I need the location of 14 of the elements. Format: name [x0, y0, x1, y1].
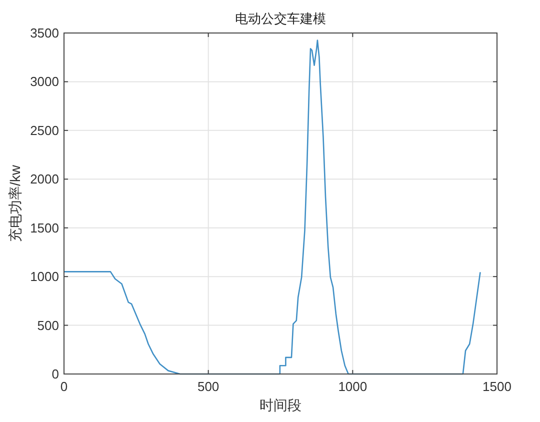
y-tick-label: 3000 — [30, 74, 59, 90]
y-tick-label: 500 — [37, 318, 59, 333]
x-tick-label: 1000 — [338, 379, 368, 394]
x-tick-label: 1500 — [482, 379, 512, 394]
y-axis-title: 充电功率/kw — [7, 164, 23, 242]
x-tick-label: 500 — [197, 379, 220, 394]
y-tick-label: 3500 — [30, 26, 59, 40]
y-tick-label: 2500 — [30, 122, 59, 138]
y-tick-label: 0 — [52, 366, 59, 382]
y-tick-label: 1500 — [30, 220, 59, 236]
y-tick-label: 1000 — [30, 269, 59, 284]
y-tick-label: 2000 — [30, 172, 59, 187]
chart-title: 电动公交车建模 — [235, 11, 326, 26]
x-axis-title: 时间段 — [260, 397, 302, 413]
